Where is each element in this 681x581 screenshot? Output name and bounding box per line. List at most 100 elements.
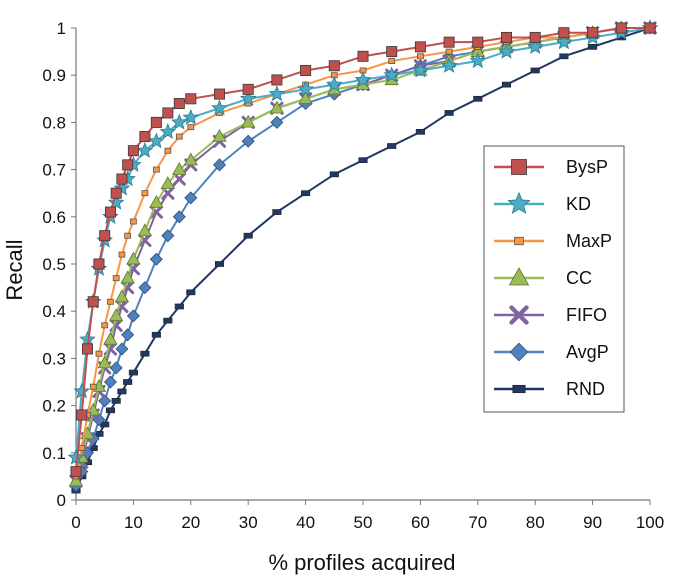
data-point	[326, 75, 343, 92]
data-point	[241, 134, 255, 148]
y-tick-label: 0.8	[42, 113, 66, 132]
legend-item-bysp: BysP	[494, 157, 608, 177]
data-point	[175, 133, 183, 140]
data-point	[587, 27, 599, 39]
legend-marker	[514, 236, 524, 246]
data-point	[329, 171, 339, 178]
legend-label: FIFO	[566, 305, 607, 325]
data-point	[95, 350, 103, 357]
data-point	[298, 91, 313, 104]
data-point	[526, 38, 544, 54]
y-tick-label: 0.7	[42, 161, 66, 180]
data-point	[70, 466, 82, 478]
data-point	[163, 317, 173, 324]
y-tick-label: 0.3	[42, 349, 66, 368]
legend-label: KD	[566, 194, 591, 214]
data-point	[103, 375, 117, 389]
data-point	[558, 27, 570, 39]
data-point	[173, 98, 185, 110]
data-point	[559, 53, 569, 60]
x-tick-label: 20	[181, 513, 200, 532]
data-point	[139, 131, 151, 143]
data-point	[386, 46, 398, 58]
data-point	[615, 22, 627, 34]
data-point	[501, 81, 512, 88]
data-point	[81, 343, 93, 355]
data-point	[150, 116, 162, 128]
y-tick-label: 0.9	[42, 66, 66, 85]
legend-marker	[509, 305, 529, 325]
data-point	[243, 232, 253, 239]
data-point	[555, 33, 573, 50]
data-point	[214, 261, 225, 267]
data-point	[172, 210, 186, 224]
data-point	[110, 187, 122, 199]
x-tick-label: 60	[411, 513, 430, 532]
x-tick-label: 10	[124, 513, 143, 532]
data-point	[412, 61, 429, 78]
data-point	[164, 147, 172, 154]
data-point	[212, 158, 227, 172]
data-point	[358, 157, 368, 164]
data-point	[184, 191, 198, 205]
data-point	[101, 322, 109, 329]
legend-label: RND	[566, 379, 605, 399]
data-point	[415, 128, 425, 135]
data-point	[104, 206, 116, 218]
data-point	[136, 142, 154, 158]
data-point	[530, 67, 540, 74]
y-tick-label: 0.2	[42, 397, 66, 416]
x-axis-label: % profiles acquired	[268, 550, 455, 575]
data-point	[137, 223, 153, 237]
data-point	[160, 176, 175, 189]
legend-marker	[507, 191, 531, 214]
legend: BysP KD MaxP CC FIFO AvgP RND	[483, 145, 625, 413]
data-point	[588, 44, 598, 50]
data-point	[138, 281, 152, 295]
data-point	[126, 251, 141, 265]
data-point	[444, 110, 454, 116]
data-point	[473, 95, 483, 102]
data-point	[383, 66, 400, 83]
data-point	[414, 41, 426, 53]
data-point	[241, 114, 256, 128]
data-point	[98, 394, 112, 408]
data-point	[149, 252, 163, 266]
x-tick-label: 70	[468, 513, 487, 532]
data-point	[103, 331, 118, 345]
data-point	[187, 124, 195, 131]
data-point	[114, 289, 130, 303]
legend-label: AvgP	[566, 342, 609, 362]
data-point	[89, 383, 97, 390]
data-point	[182, 108, 200, 125]
data-point	[87, 296, 99, 308]
data-point	[443, 36, 455, 48]
data-point	[272, 209, 282, 215]
legend-label: BysP	[566, 157, 608, 177]
data-point	[140, 350, 150, 357]
data-point	[268, 85, 286, 102]
data-point	[149, 195, 164, 208]
data-point	[120, 270, 135, 284]
series-layer	[67, 19, 659, 494]
data-point	[239, 90, 257, 106]
data-point	[126, 309, 140, 323]
series-bysp	[70, 22, 656, 478]
data-point	[68, 473, 84, 487]
data-point	[130, 218, 137, 225]
data-point	[112, 275, 120, 282]
data-point	[107, 298, 114, 305]
data-point	[270, 115, 284, 129]
data-point	[472, 36, 484, 48]
data-point	[121, 328, 135, 342]
data-point	[148, 132, 165, 149]
data-point	[440, 57, 458, 73]
x-tick-label: 50	[354, 513, 373, 532]
data-point	[297, 80, 314, 97]
data-point	[498, 42, 515, 59]
x-tick-label: 80	[526, 513, 545, 532]
data-point	[78, 445, 86, 452]
data-point	[118, 251, 126, 258]
axes: 0 10 20 30 40 50 60 70 80 90 100 0 0.1 0.2 0.3 0.4 0.5 0.…	[42, 19, 664, 532]
